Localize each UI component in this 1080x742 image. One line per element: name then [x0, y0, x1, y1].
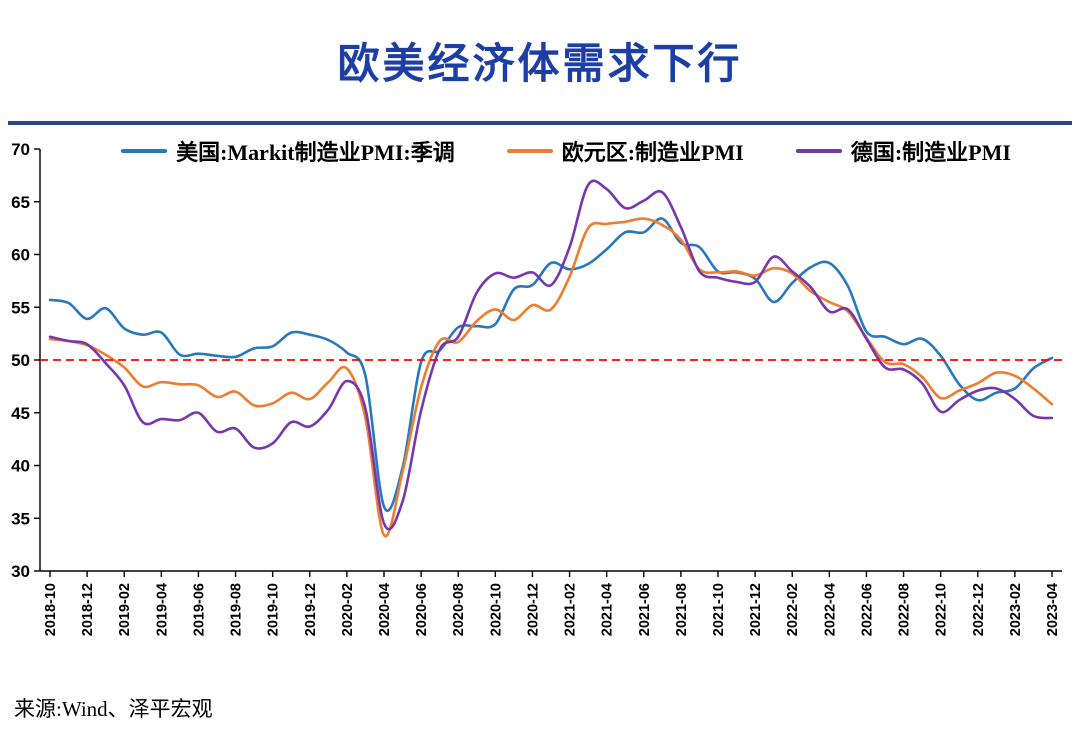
x-tick-label: 2018-12 [80, 583, 96, 636]
y-axis-labels: 30 35 40 45 50 55 60 65 70 [11, 140, 40, 581]
legend-item-germany-pmi: 德国:制造业PMI [795, 135, 1011, 167]
chart-legend: 美国:Markit制造业PMI:季调 欧元区:制造业PMI 德国:制造业PMI [60, 135, 1072, 167]
legend-label-us: 美国:Markit制造业PMI:季调 [176, 140, 455, 165]
x-tick-label: 2021-04 [600, 583, 616, 636]
x-tick-label: 2020-10 [488, 583, 504, 636]
series-lines [48, 179, 1054, 538]
x-tick-label: 2020-02 [340, 583, 356, 636]
x-tick-label: 2022-02 [785, 583, 801, 636]
y-tick-label: 30 [11, 562, 30, 581]
x-tick-label: 2022-04 [822, 583, 838, 636]
x-tick-label: 2020-12 [525, 583, 541, 636]
legend-line-swatch-eurozone [506, 149, 553, 153]
y-tick-label: 60 [11, 246, 30, 265]
series-line-germany [48, 179, 1054, 531]
series-line-us [48, 217, 1054, 512]
title-underline [8, 121, 1072, 125]
y-tick-label: 35 [11, 509, 30, 528]
x-tick-label: 2019-10 [266, 583, 282, 636]
x-tick-label: 2022-12 [971, 583, 987, 636]
x-tick-label: 2022-08 [897, 583, 913, 636]
x-tick-label: 2023-04 [1045, 583, 1061, 636]
x-tick-label: 2021-06 [637, 583, 653, 636]
y-tick-label: 40 [11, 457, 30, 476]
y-tick-label: 55 [11, 298, 30, 317]
page-title: 欧美经济体需求下行 [337, 40, 743, 87]
x-tick-label: 2018-10 [43, 583, 59, 636]
legend-item-eurozone-pmi: 欧元区:制造业PMI [506, 135, 744, 167]
x-axis-labels: 2018-10 2018-12 2019-02 2019-04 2019-06 2019-… [43, 571, 1061, 636]
x-tick-label: 2019-06 [191, 583, 207, 636]
x-tick-label: 2020-08 [451, 583, 467, 636]
source-note: 来源:Wind、泽平宏观 [14, 697, 213, 721]
legend-line-swatch-germany [795, 149, 842, 153]
legend-label-eurozone: 欧元区:制造业PMI [561, 140, 744, 165]
x-tick-label: 2021-08 [674, 583, 690, 636]
legend-label-germany: 德国:制造业PMI [850, 140, 1011, 165]
x-tick-label: 2021-02 [563, 583, 579, 636]
x-tick-label: 2019-12 [303, 583, 319, 636]
x-tick-label: 2020-06 [414, 583, 430, 636]
legend-item-us-pmi: 美国:Markit制造业PMI:季调 [121, 135, 455, 167]
y-tick-label: 65 [11, 193, 30, 212]
y-tick-label: 70 [11, 140, 30, 159]
legend-line-swatch-us [121, 149, 168, 153]
chart-area: 美国:Markit制造业PMI:季调 欧元区:制造业PMI 德国:制造业PMI … [0, 129, 1080, 689]
x-tick-label: 2021-10 [711, 583, 727, 636]
y-tick-label: 45 [11, 404, 30, 423]
x-tick-label: 2019-02 [117, 583, 133, 636]
x-tick-label: 2022-06 [859, 583, 875, 636]
x-tick-label: 2023-02 [1008, 583, 1024, 636]
x-tick-label: 2019-08 [229, 583, 245, 636]
x-tick-label: 2020-04 [377, 583, 393, 636]
x-tick-label: 2019-04 [154, 583, 170, 636]
series-line-eurozone [48, 217, 1054, 538]
x-tick-label: 2022-10 [934, 583, 950, 636]
x-tick-label: 2021-12 [748, 583, 764, 636]
y-tick-label: 50 [11, 351, 30, 370]
